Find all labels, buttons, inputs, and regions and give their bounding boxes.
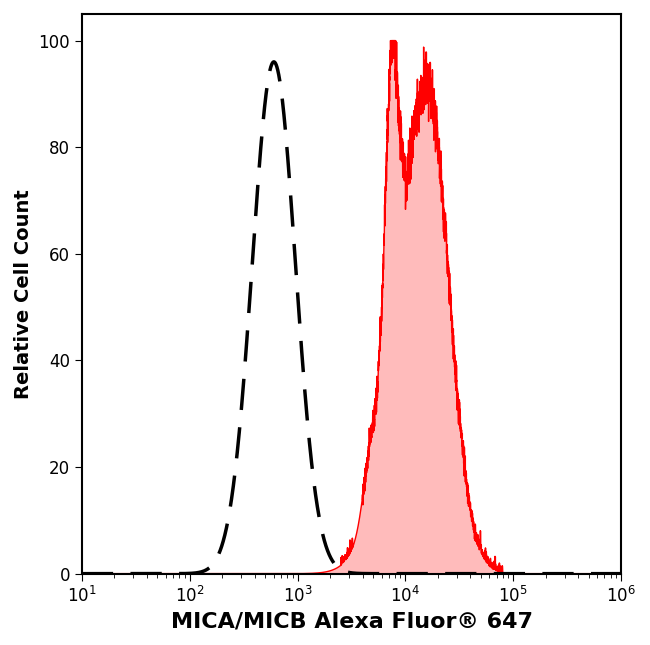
X-axis label: MICA/MICB Alexa Fluor® 647: MICA/MICB Alexa Fluor® 647 — [170, 611, 532, 631]
Y-axis label: Relative Cell Count: Relative Cell Count — [14, 189, 33, 399]
